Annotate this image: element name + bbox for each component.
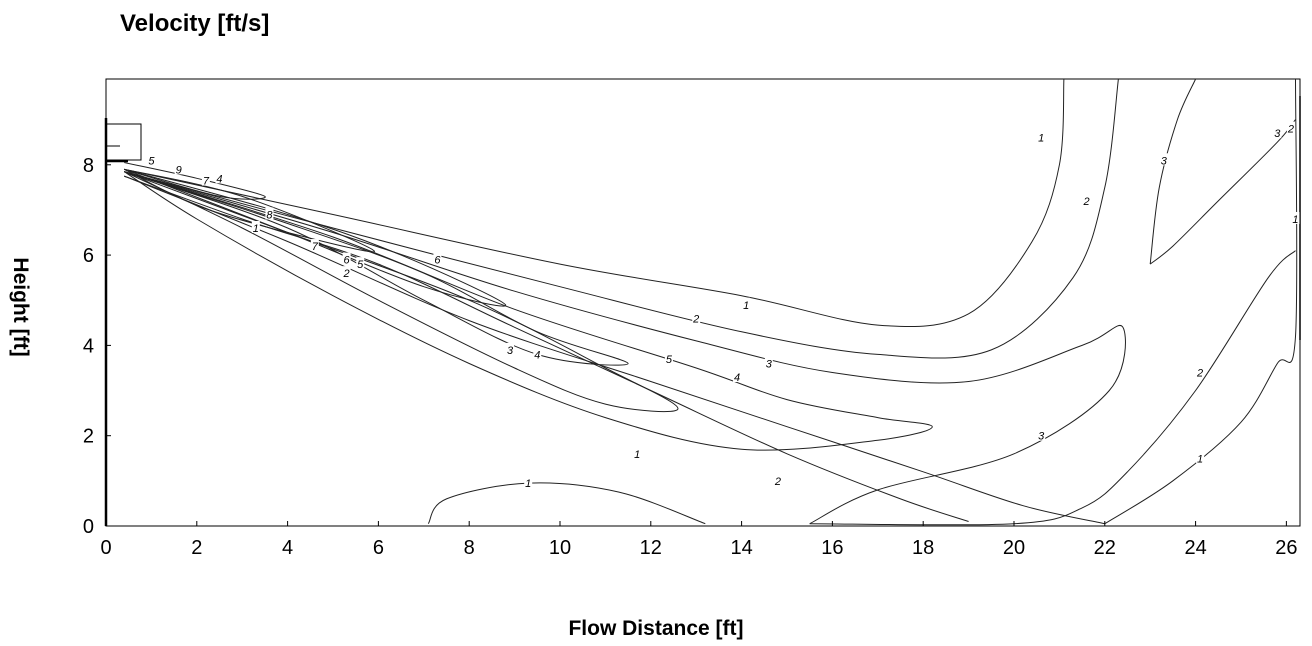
contour-label-bg: [633, 446, 642, 459]
x-tick-label: 12: [640, 537, 662, 559]
contour-label-bg: [773, 473, 782, 486]
contour-label: 4: [734, 372, 740, 384]
x-tick-label: 8: [464, 537, 475, 559]
x-axis-label: Flow Distance [ft]: [568, 617, 744, 640]
contour-line-level-8: [123, 168, 375, 253]
contour-label: 1: [525, 478, 531, 490]
contour-label-bg: [524, 476, 533, 489]
y-tick-label: 4: [83, 335, 94, 357]
y-tick-label: 6: [83, 245, 94, 267]
contour-line-level-3: [1149, 78, 1197, 265]
contour-label-bg: [174, 162, 183, 175]
contour-label: 8: [266, 209, 273, 221]
contour-label: 6: [344, 255, 351, 267]
contour-label-bg: [742, 297, 751, 310]
contour-label-bg: [265, 207, 274, 220]
contour-line-level-3: [124, 171, 1126, 525]
contour-label: 3: [1274, 128, 1281, 140]
contour-label: 1: [1292, 214, 1298, 226]
contour-label-bg: [692, 311, 701, 324]
contour-label-bg: [433, 252, 442, 265]
contour-label: 1: [253, 223, 259, 235]
x-tick-label: 4: [282, 537, 293, 559]
x-tick-label: 10: [549, 537, 571, 559]
contour-label: 3: [507, 345, 514, 357]
x-tick-label: 2: [191, 537, 202, 559]
contour-line-level-5: [123, 171, 679, 413]
contour-label-bg: [356, 257, 365, 270]
x-tick-label: 22: [1094, 537, 1116, 559]
contour-line-level-4: [123, 171, 933, 451]
contour-label: 7: [203, 176, 210, 188]
contour-label-bg: [342, 266, 351, 279]
contour-label: 7: [312, 241, 319, 253]
contour-label: 3: [1038, 431, 1045, 443]
x-tick-label: 0: [100, 537, 111, 559]
contour-label-bg: [147, 153, 156, 166]
x-tick-label: 6: [373, 537, 384, 559]
contour-label-bg: [1037, 428, 1046, 441]
chart-title: Velocity [ft/s]: [120, 10, 270, 37]
contour-label: 1: [1038, 133, 1044, 145]
contour-label: 5: [666, 354, 673, 366]
inlet-nozzle: [104, 96, 1301, 526]
contour-label-bg: [1037, 130, 1046, 143]
contour-label: 1: [1197, 453, 1203, 465]
contour-label-bg: [1286, 121, 1295, 134]
contour-line-level-1: [427, 482, 706, 525]
y-tick-label: 0: [83, 516, 94, 538]
contour-label-bg: [664, 351, 673, 364]
contour-label-bg: [201, 173, 210, 186]
contour-label-bg: [342, 252, 351, 265]
contour-label: 1: [743, 300, 749, 312]
contour-label-bg: [1196, 365, 1205, 378]
contour-label: 1: [634, 449, 640, 461]
contour-label-bg: [764, 356, 773, 369]
contour-label: 6: [434, 255, 441, 267]
x-tick-label: 16: [821, 537, 843, 559]
contour-line-level-1: [124, 78, 1065, 328]
contour-label-bg: [1291, 211, 1300, 224]
contour-line-level-9: [124, 162, 266, 200]
contour-label: 4: [216, 173, 222, 185]
contour-label: 4: [534, 349, 540, 361]
contour-line-level-3: [1149, 119, 1296, 265]
contour-label: 3: [1161, 155, 1168, 167]
contour-line-level-2: [809, 250, 1296, 526]
plot-frame: [105, 78, 1301, 527]
contour-line-level-1: [1104, 78, 1298, 525]
contour-label: 9: [176, 164, 182, 176]
x-tick-label: 14: [730, 537, 752, 559]
contour-label-bg: [733, 370, 742, 382]
contour-label: 3: [766, 358, 773, 370]
contour-label-bg: [1159, 153, 1168, 166]
contour-label: 2: [1083, 196, 1090, 208]
contour-label: 2: [343, 268, 350, 280]
contour-label: 2: [692, 313, 699, 325]
contour-label-bg: [533, 347, 542, 360]
contour-label-bg: [215, 171, 224, 184]
contour-label: 5: [148, 155, 155, 167]
x-tick-label: 20: [1003, 537, 1025, 559]
contour-label-bg: [1196, 451, 1205, 464]
contour-label: 2: [1287, 124, 1294, 136]
contour-label-bg: [1273, 126, 1282, 139]
x-tick-label: 18: [912, 537, 934, 559]
y-tick-label: 2: [83, 426, 94, 448]
contour-label-bg: [251, 221, 260, 233]
contour-label: 2: [774, 476, 781, 488]
x-tick-label: 26: [1275, 537, 1297, 559]
contour-line-level-2: [124, 78, 1119, 359]
contour-label-bg: [506, 342, 515, 355]
contour-label: 2: [1196, 367, 1203, 379]
contour-label: 5: [357, 259, 364, 271]
contour-label-bg: [310, 239, 319, 252]
contour-line-level-2: [124, 175, 969, 522]
x-tick-label: 24: [1184, 537, 1206, 559]
contour-line-level-1: [124, 175, 1105, 525]
contour-line-level-7: [124, 168, 507, 307]
contour-label-bg: [1082, 193, 1091, 206]
y-tick-label: 8: [83, 155, 94, 177]
